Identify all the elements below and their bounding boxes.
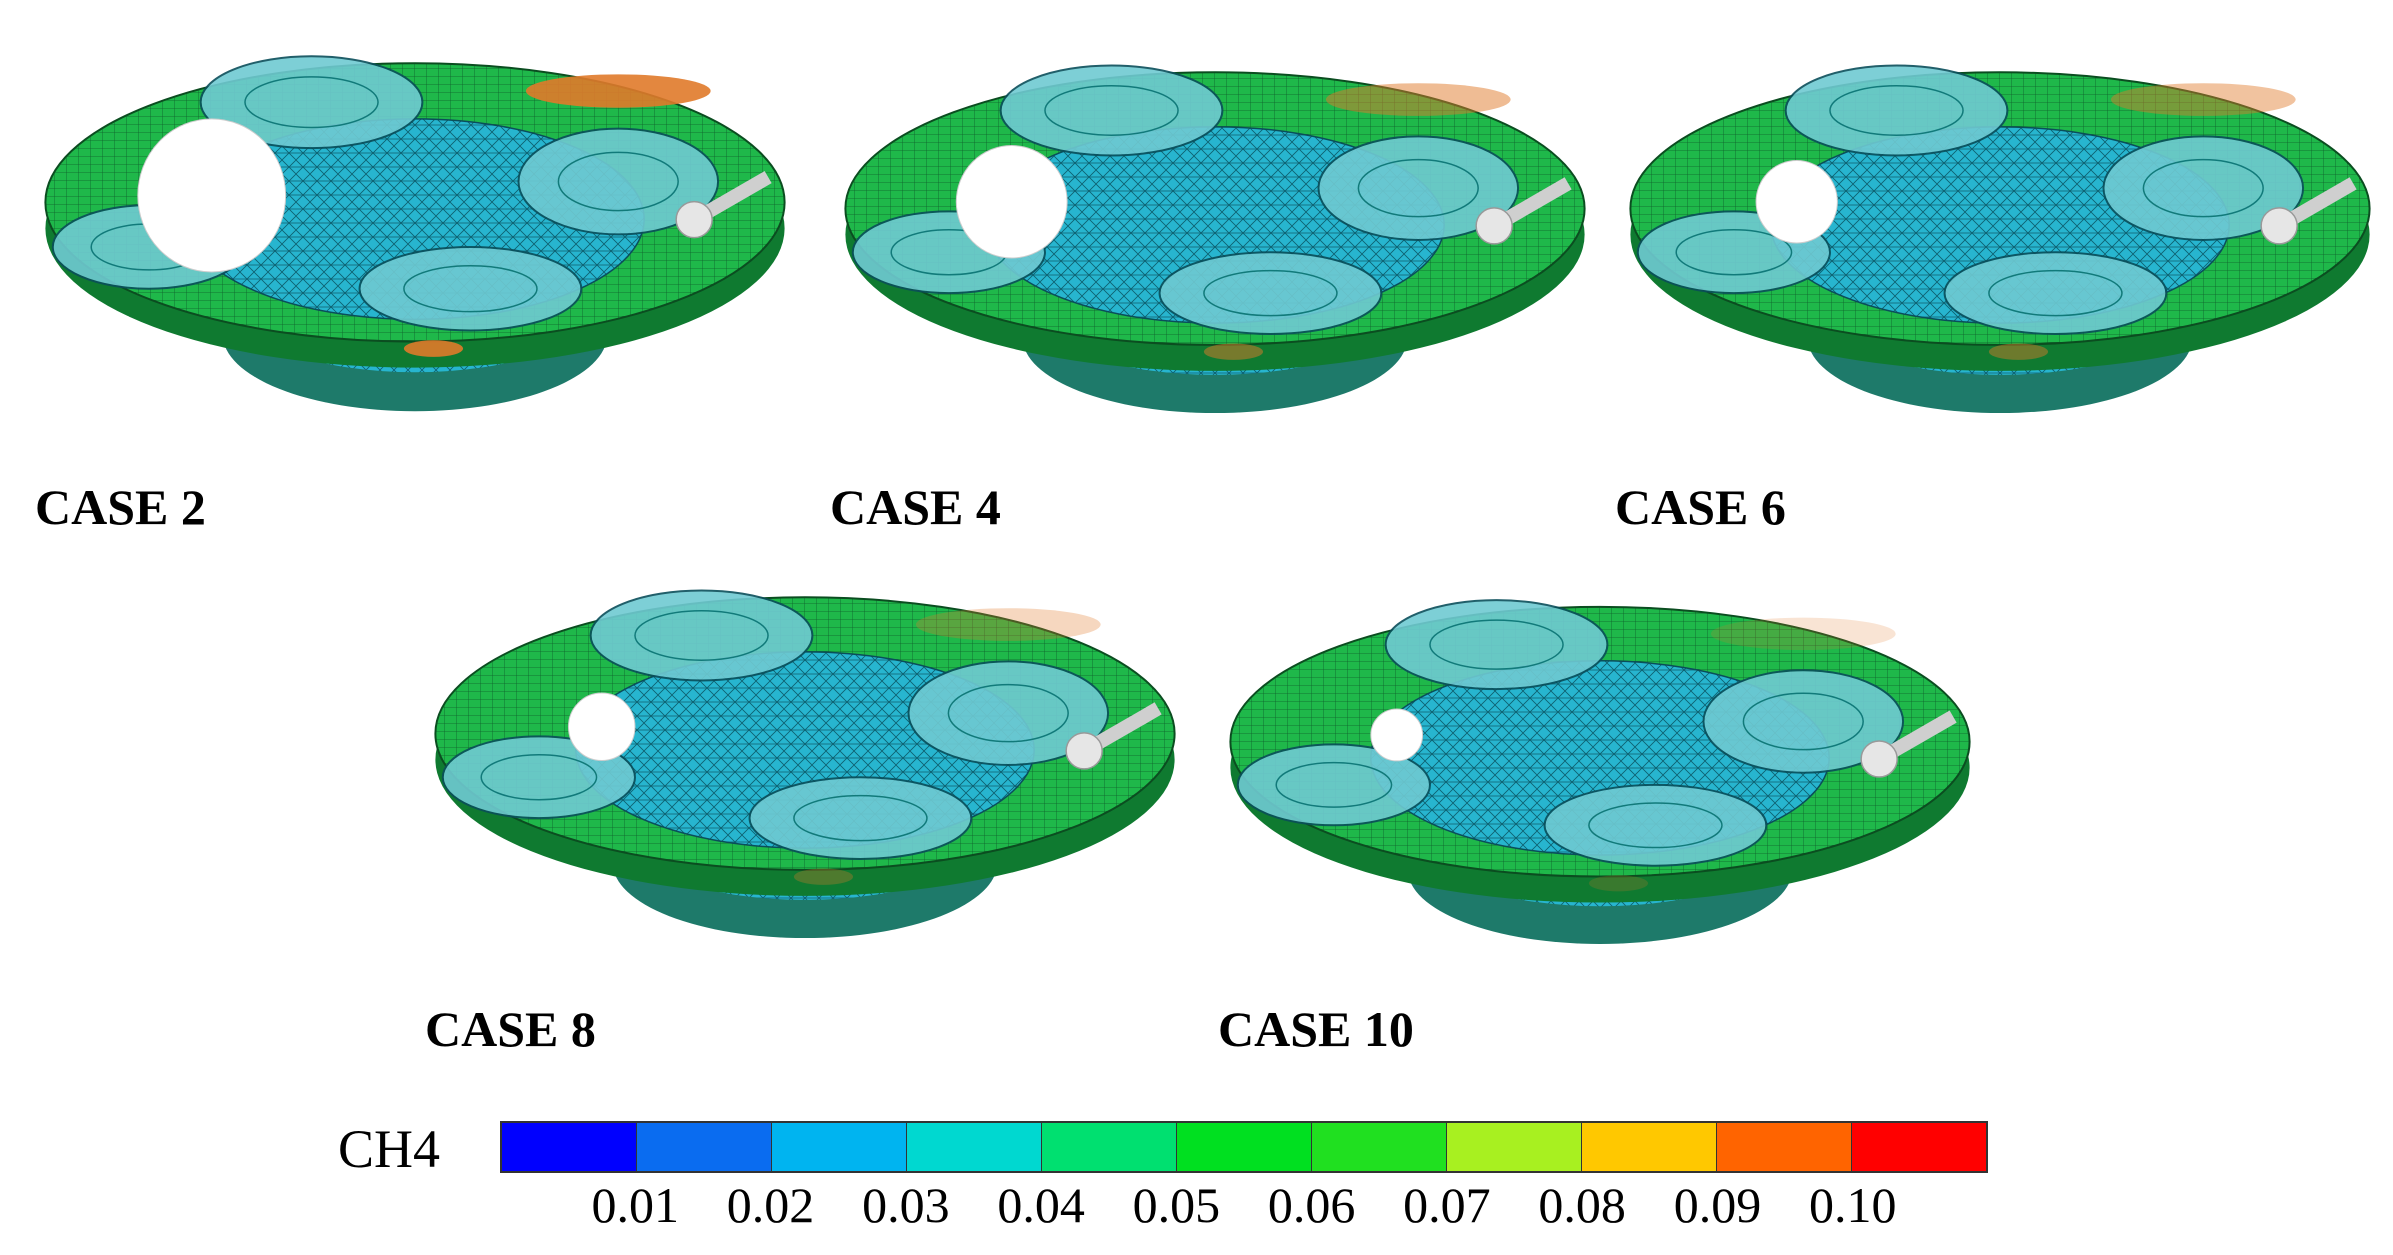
colorbar-swatch [1312, 1123, 1447, 1171]
valve-seat [244, 76, 379, 129]
void-region [1370, 708, 1424, 762]
valve [907, 660, 1110, 766]
hot-spot [915, 608, 1101, 641]
colorbar-swatch [772, 1123, 907, 1171]
valve [589, 589, 814, 682]
combustion-chamber-render [44, 55, 786, 412]
spark-plug-tip [1860, 740, 1898, 778]
valve [1236, 743, 1431, 827]
valve [1317, 135, 1520, 241]
valve-seat [793, 794, 928, 842]
valve-seat [1675, 228, 1793, 276]
colorbar-tick-label: 0.06 [1267, 1177, 1356, 1233]
valve-seat [1742, 692, 1864, 751]
valve-seat [1044, 84, 1179, 136]
combustion-chamber-render [844, 64, 1586, 414]
valve [358, 245, 583, 332]
hot-spot [1588, 875, 1649, 892]
spark-plug-tip [1065, 732, 1103, 770]
colorbar-tick-label: 0.02 [726, 1177, 815, 1233]
valve [1158, 251, 1383, 335]
spark-plug-tip [675, 200, 713, 239]
valve-seat [1275, 761, 1393, 808]
void-region [567, 692, 636, 762]
valve [748, 776, 973, 860]
valve [1943, 251, 2168, 335]
hot-spot [525, 74, 711, 108]
valve-seat [1429, 619, 1564, 670]
colorbar-tick-label: 0.03 [862, 1177, 950, 1233]
case-label: CASE 10 [1218, 1001, 1414, 1057]
hot-spot [403, 340, 464, 357]
colorbar-swatch [637, 1123, 772, 1171]
panel-case-10 [1215, 565, 1985, 1030]
hot-spot [1988, 343, 2049, 360]
combustion-chamber-render [1629, 64, 2371, 414]
valve-seat [1203, 269, 1338, 317]
valve [1784, 64, 2009, 157]
panel-case-6 [1615, 30, 2385, 500]
hot-spot [1325, 83, 1511, 116]
case-label: CASE 4 [830, 479, 1001, 535]
colorbar-tick-label: 0.07 [1403, 1177, 1491, 1233]
panel-case-8 [420, 555, 1190, 1025]
colorbar [500, 1121, 1988, 1173]
colorbar-tick-label: 0.01 [591, 1177, 680, 1233]
spark-plug-tip [2260, 207, 2298, 245]
void-region [137, 118, 287, 273]
colorbar-swatch [1717, 1123, 1852, 1171]
hot-spot [1203, 343, 1264, 360]
valve-seat [1357, 158, 1479, 218]
void-region [1755, 160, 1838, 244]
hot-spot [1710, 617, 1896, 651]
colorbar-tick-label: 0.08 [1538, 1177, 1626, 1233]
valve-seat [403, 264, 538, 313]
colorbar-tick-label: 0.04 [997, 1177, 1085, 1233]
panel-case-4 [830, 30, 1600, 500]
colorbar-swatch [1852, 1123, 1986, 1171]
colorbar-swatch [1042, 1123, 1177, 1171]
case-label: CASE 2 [35, 479, 206, 535]
valve-seat [1988, 269, 2123, 317]
valve [1702, 669, 1905, 774]
valve [1384, 599, 1609, 691]
colorbar-tick-label: 0.05 [1132, 1177, 1221, 1233]
colorbar-swatch [1447, 1123, 1582, 1171]
panel-case-2 [30, 20, 800, 500]
colorbar-tick-label: 0.09 [1673, 1177, 1762, 1233]
colorbar-title: CH4 [338, 1119, 441, 1179]
valve [999, 64, 1224, 157]
spark-plug-tip [1475, 207, 1513, 245]
valve-seat [947, 683, 1069, 743]
void-region [955, 145, 1068, 259]
valve-seat [1588, 802, 1723, 849]
combustion-chamber-render [434, 589, 1176, 939]
valve-seat [634, 609, 769, 661]
valve-seat [557, 151, 679, 212]
valve [517, 127, 720, 236]
colorbar-tick-label: 0.10 [1808, 1177, 1897, 1233]
valve [1543, 783, 1768, 867]
colorbar-swatch [907, 1123, 1042, 1171]
valve-seat [480, 753, 598, 801]
hot-spot [2110, 83, 2296, 116]
combustion-chamber-render [1229, 599, 1971, 944]
valve [199, 55, 424, 150]
colorbar-swatch [1582, 1123, 1717, 1171]
colorbar-swatch [502, 1123, 637, 1171]
valve [2102, 135, 2305, 241]
case-label: CASE 8 [425, 1001, 596, 1057]
valve-seat [2142, 158, 2264, 218]
colorbar-swatch [1177, 1123, 1312, 1171]
case-label: CASE 6 [1615, 479, 1786, 535]
colorbar-ticks: 0.01 0.02 0.03 0.04 0.05 0.06 0.07 0.08 0.09 0.10 [500, 1176, 1988, 1236]
valve-seat [1829, 84, 1964, 136]
hot-spot [793, 868, 854, 885]
